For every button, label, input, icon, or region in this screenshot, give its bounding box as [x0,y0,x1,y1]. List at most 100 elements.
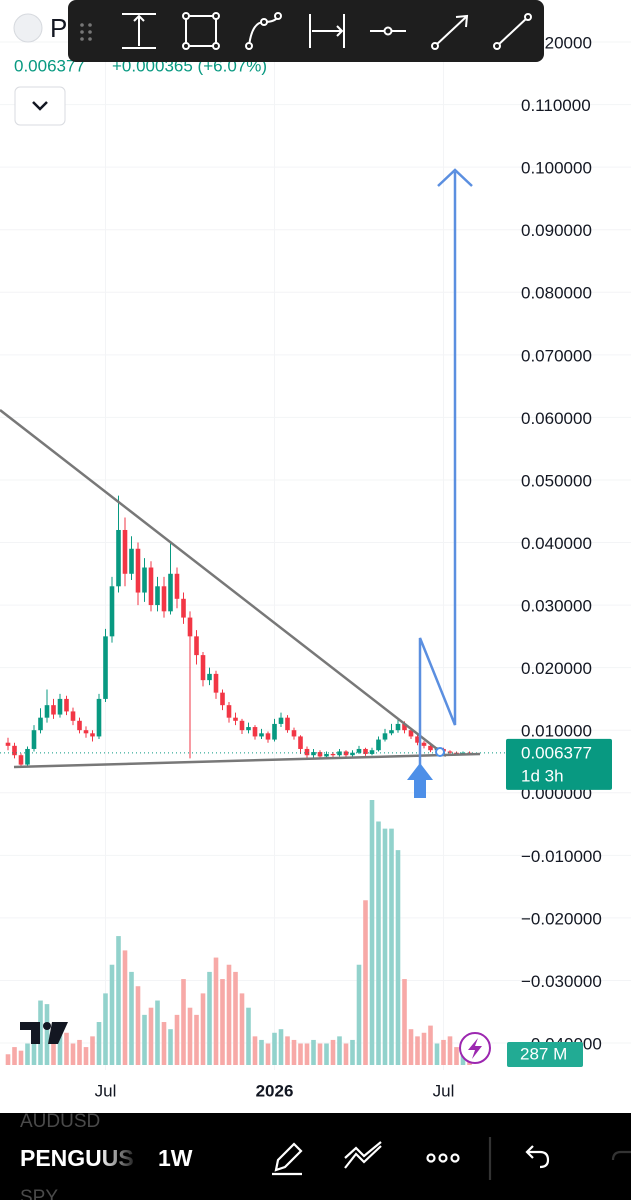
redo-button[interactable] [611,1150,631,1161]
volume-bar [51,1036,56,1065]
volume-bar [246,1007,251,1065]
volume-bar [44,1004,50,1065]
candle-body [460,752,466,754]
candle-body [103,636,108,699]
candle-body [350,752,355,756]
candle-body [421,742,427,746]
volume-bar [233,971,238,1065]
volume-bar [395,850,401,1065]
tool-arrow[interactable] [431,14,469,50]
candle-body [233,717,238,721]
symbol-prev[interactable]: AUDUSD [20,1111,100,1132]
candle-body [25,748,30,765]
volume-bar [343,1043,349,1065]
collapse-button-box[interactable] [14,86,66,126]
tool-date-range[interactable] [309,14,345,48]
x-tick-label: 2026 [256,1081,294,1100]
volume-bar [434,1043,440,1065]
candle-body [395,723,401,731]
volume-bar [447,1036,453,1065]
volume-bar [174,1014,180,1065]
volume-bar [31,1039,37,1065]
volume-bar [25,1043,30,1065]
volume-bar [200,993,206,1065]
candle-body [246,727,251,731]
volume-bar [161,1022,167,1065]
candle-body [51,705,56,715]
bottom-bar: AUDUSD PENGUUS 1W SPY [0,1111,631,1200]
volume-bar [311,1039,316,1065]
volume-bar [12,1047,17,1065]
volume-bar [116,936,121,1065]
volume-bar [376,821,381,1065]
draw-button[interactable] [272,1142,303,1176]
symbol-name: P [50,13,67,43]
volume-bar [129,971,134,1065]
drawing-toolbar [68,0,544,62]
lightning-button[interactable] [459,1032,491,1064]
last-price-box [506,738,612,790]
volume-bar [298,1043,303,1065]
last-price-label: 0.006377 [521,743,592,762]
volume-bar [337,1036,342,1065]
candle-body [428,745,433,751]
volume-bar [77,1039,82,1065]
undo-button[interactable] [525,1145,550,1169]
volume-bar [324,1043,329,1065]
candle-body [382,733,388,740]
candle-body [122,529,128,574]
projection-arrowhead [437,168,473,187]
symbol-current[interactable]: PENGUUS [20,1145,134,1171]
volume-bar [239,993,245,1065]
volume-bar [265,1043,271,1065]
candle-body [415,736,420,743]
candle-body [356,748,362,753]
candle-body [272,723,277,740]
tool-rectangle[interactable] [182,12,220,50]
volume-bar [304,1043,310,1065]
tool-horizontal-ray[interactable] [370,26,406,36]
more-button[interactable] [426,1153,460,1163]
grid [0,0,631,1070]
candle-body [44,705,50,718]
candle-body [376,739,381,751]
symbol-next[interactable]: SPY [20,1187,58,1200]
volume-bar [122,950,128,1065]
volume-bar [415,1036,420,1065]
volume-bar [168,1029,173,1065]
volume-bar [38,1000,43,1065]
drawings-button[interactable] [344,1141,382,1169]
volume-bar [285,1036,290,1065]
drag-handle[interactable] [80,23,92,41]
candle-body [369,750,375,754]
candle-body [38,717,43,731]
x-tick-label: Jul [95,1081,117,1100]
volume-label: 287 M [520,1044,567,1063]
y-tick-label: 0.040000 [521,534,592,553]
y-tick-label: 0.010000 [521,722,592,741]
drawing-anchor [435,747,445,757]
candle-body [90,733,95,737]
y-tick-label: −0.030000 [521,972,602,991]
candle-body [343,751,349,756]
volume-bar [389,828,394,1065]
candle-body [278,717,284,724]
candle-body [155,586,160,606]
volume-bar [103,993,108,1065]
candle-body [31,730,37,749]
candle-body [5,742,11,746]
x-tick-label: Jul [433,1081,455,1100]
tool-price-range[interactable] [122,13,156,49]
tool-trend-line[interactable] [493,13,532,50]
volume-bar [350,1039,355,1065]
collapse-button[interactable] [14,86,66,126]
interval[interactable]: 1W [158,1145,193,1171]
volume-bar [109,964,115,1065]
candle-body [285,717,290,731]
candle-body [304,748,310,756]
volume-bar [356,964,362,1065]
tool-path[interactable] [245,12,282,50]
volume-bar [454,1047,459,1065]
candle-body [402,723,407,731]
projection-path [418,172,457,765]
